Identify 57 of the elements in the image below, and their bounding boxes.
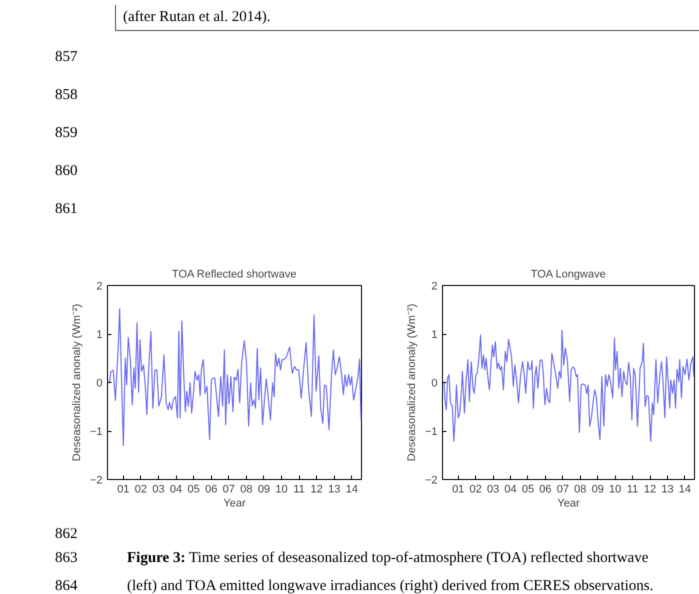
x-tick-label: 05 [522, 484, 534, 496]
text: (left) and TOA emitted longwave irradiances (right) derived from CERES observations. [127, 577, 654, 594]
x-tick-label: 01 [452, 484, 464, 496]
x-tick-label: 03 [486, 484, 500, 496]
x-tick-label: 01 [117, 484, 130, 496]
y-tick-label: −1 [90, 426, 103, 438]
text: 857 [55, 48, 78, 67]
y-tick-label: 0 [431, 378, 438, 390]
y-tick-label: 1 [431, 329, 438, 341]
y-axis-title: Deseasonalized anonaly (Wm⁻²) [70, 304, 83, 462]
x-axis-title: Year [557, 498, 580, 510]
text: 859 [55, 124, 78, 143]
x-tick-label: 06 [539, 484, 552, 496]
text: 861 [55, 200, 78, 219]
x-tick-label: 04 [170, 484, 182, 496]
text: 863 [55, 549, 78, 568]
x-tick-label: 08 [240, 484, 252, 496]
chart-title: TOA Longwave [530, 268, 606, 280]
x-tick-label: 11 [293, 484, 305, 496]
x-tick-label: 11 [626, 484, 638, 496]
x-tick-label: 10 [609, 484, 622, 496]
x-tick-label: 12 [310, 484, 323, 496]
text: 864 [55, 577, 78, 594]
y-tick-label: 1 [96, 329, 103, 341]
x-tick-label: 07 [556, 484, 569, 496]
x-tick-label: 03 [152, 484, 165, 496]
x-axis-title: Year [223, 498, 246, 510]
y-tick-label: 0 [96, 378, 103, 390]
y-tick-label: 2 [96, 280, 103, 292]
text: 858 [55, 86, 78, 105]
x-tick-label: 04 [504, 484, 517, 496]
x-tick-label: 12 [644, 484, 656, 496]
x-tick-label: 13 [661, 484, 674, 496]
text: 860 [55, 162, 78, 181]
x-tick-label: 10 [275, 484, 288, 496]
chart-title: TOA Reflected shortwave [172, 268, 296, 280]
x-tick-label: 09 [592, 484, 604, 496]
x-tick-label: 05 [188, 484, 200, 496]
y-tick-label: −1 [424, 426, 438, 438]
line-series [108, 308, 362, 446]
x-tick-label: 02 [470, 484, 482, 496]
x-tick-label: 07 [222, 484, 235, 496]
x-tick-label: 14 [678, 484, 692, 496]
y-tick-label: −2 [90, 474, 103, 486]
x-tick-label: 14 [346, 484, 358, 496]
x-tick-label: 13 [328, 484, 340, 496]
y-axis-title: Deseasonalized anonaly (Wm⁻²) [406, 304, 418, 462]
x-tick-label: 08 [574, 484, 586, 496]
y-tick-label: −2 [424, 474, 438, 486]
text: 862 [55, 525, 78, 544]
line-series [444, 330, 694, 442]
caption: Figure 3: Time series of deseasonalized top-of-atmosphere (TOA) reflected shortwave [127, 549, 648, 568]
x-tick-label: 06 [205, 484, 218, 496]
y-tick-label: 2 [431, 280, 438, 292]
x-tick-label: 02 [134, 484, 148, 496]
x-tick-label: 09 [258, 484, 270, 496]
text: (after Rutan et al. 2014). [123, 8, 270, 27]
